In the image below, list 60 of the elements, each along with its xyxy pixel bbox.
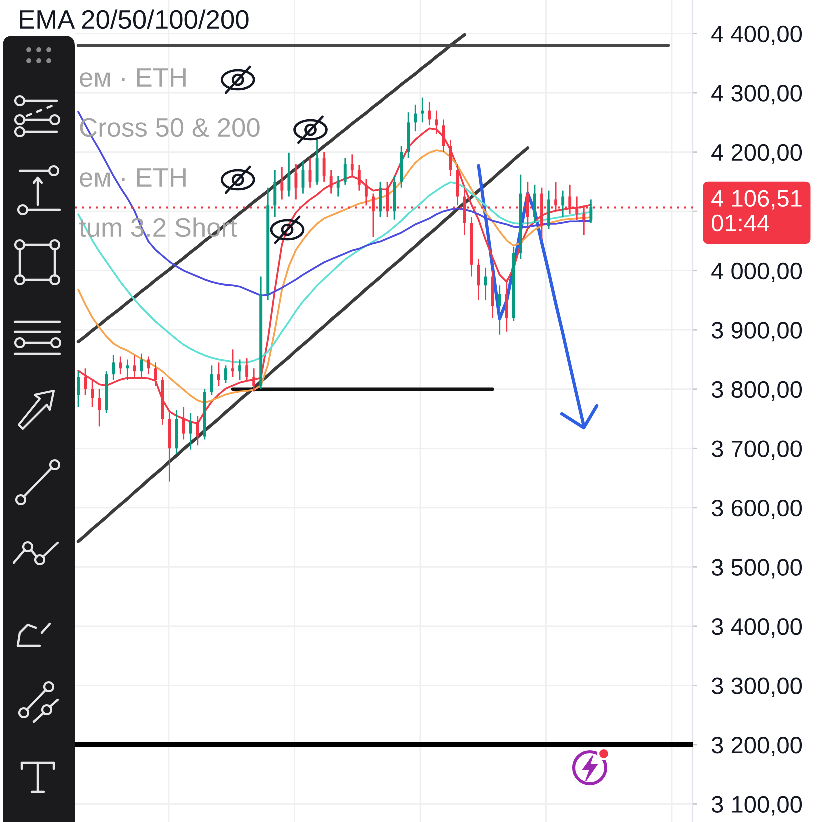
y-tick-label: 3 100,00 [712, 796, 802, 816]
candlestick [252, 368, 256, 392]
candlestick [534, 184, 536, 224]
y-tick-label: 4 200,00 [712, 144, 802, 164]
y-tick-label: 3 500,00 [712, 559, 802, 579]
candlestick [126, 359, 130, 382]
candlestick [562, 190, 565, 218]
candlestick [350, 154, 354, 177]
candlestick [358, 164, 361, 192]
candlestick [330, 169, 333, 194]
annotation: ем · ETH [80, 168, 186, 188]
candlestick [364, 178, 368, 206]
candlestick [280, 166, 284, 200]
candlestick [316, 139, 319, 186]
candlestick [484, 267, 488, 302]
candlestick [505, 279, 508, 333]
candlestick [344, 158, 347, 186]
candlestick [84, 368, 88, 396]
candlestick [428, 101, 432, 126]
candlestick [414, 104, 418, 132]
candlestick [477, 258, 480, 302]
candlestick [274, 169, 277, 218]
y-tick-label: 3 200,00 [712, 737, 802, 757]
candlestick [294, 163, 298, 200]
y-tick-label: 3 700,00 [712, 440, 802, 460]
candlestick [421, 97, 424, 124]
candlestick [98, 388, 102, 428]
y-tick-label: 3 900,00 [712, 322, 802, 342]
candlestick [140, 353, 144, 378]
annotation: ем · ETH [80, 68, 186, 88]
chart-title: EMA 20/50/100/200 [20, 10, 249, 30]
y-tick-label: 3 300,00 [712, 678, 802, 698]
y-tick-label: 3 400,00 [712, 618, 802, 638]
candlestick [77, 370, 80, 408]
candlestick [133, 354, 136, 378]
candlestick [210, 364, 214, 396]
candlestick [217, 362, 220, 388]
candlestick [112, 354, 116, 382]
candlestick [322, 152, 326, 183]
candlestick [224, 364, 228, 384]
candlestick [119, 356, 122, 376]
candlestick [232, 348, 234, 378]
y-tick-label: 4 300,00 [712, 85, 802, 105]
y-tick-label: 3 800,00 [712, 381, 802, 401]
candlestick [189, 412, 192, 451]
candlestick [498, 284, 502, 336]
ref-line-label: 4 106,51 01:44 [712, 190, 802, 232]
line-series [76, 146, 530, 544]
candlestick [590, 199, 593, 224]
y-tick-label: 3 600,00 [712, 500, 802, 520]
candlestick [238, 359, 242, 382]
candlestick [288, 152, 291, 198]
y-tick-label: 4 400,00 [712, 26, 802, 46]
candlestick [379, 181, 382, 218]
candlestick [91, 380, 94, 408]
candlestick [449, 140, 452, 177]
candlestick [336, 175, 340, 198]
y-tick-label: 4 000,00 [712, 262, 802, 282]
line-series [78, 111, 592, 297]
candlestick [246, 358, 249, 382]
